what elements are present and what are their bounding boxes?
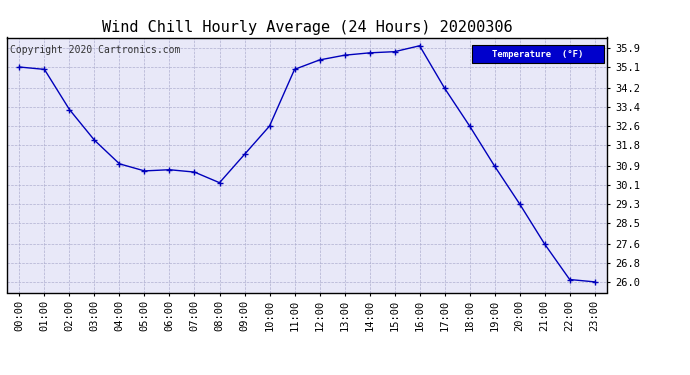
Text: Temperature  (°F): Temperature (°F) <box>493 50 584 58</box>
Title: Wind Chill Hourly Average (24 Hours) 20200306: Wind Chill Hourly Average (24 Hours) 202… <box>101 20 513 35</box>
Text: Copyright 2020 Cartronics.com: Copyright 2020 Cartronics.com <box>10 45 180 55</box>
Bar <box>472 45 604 63</box>
